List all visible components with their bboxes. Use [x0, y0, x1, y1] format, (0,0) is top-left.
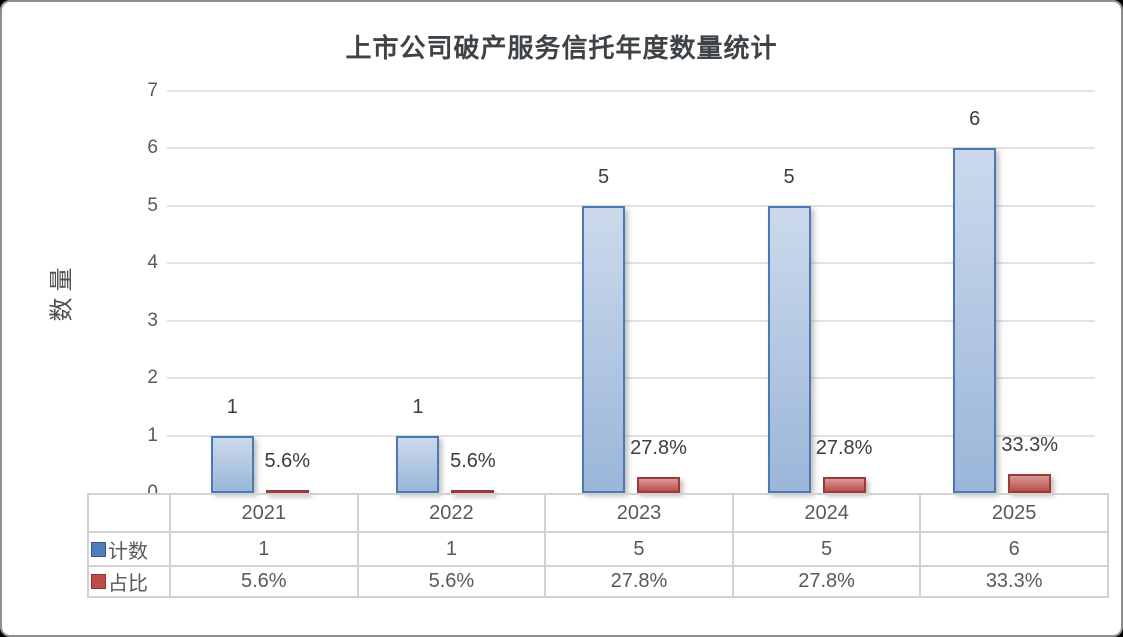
table-header-cell-2023: 2023	[544, 493, 734, 533]
table-series-row-占比: 占比 5.6% 5.6% 27.8% 27.8% 33.3%	[87, 565, 1109, 598]
y-gridline-5	[167, 204, 1095, 207]
bar-count-label-2022: 1	[412, 395, 424, 418]
table-cell-计数-2024: 5	[731, 531, 922, 567]
table-header-cell-2025: 2025	[919, 493, 1109, 533]
bar-percent-2024	[822, 477, 866, 493]
y-tick-label-5: 5	[147, 194, 158, 216]
table-cell-计数-2025: 6	[919, 531, 1109, 567]
y-gridline-7	[167, 90, 1095, 92]
legend-inner: 占比	[90, 568, 168, 595]
bar-count-2021	[210, 435, 254, 493]
table-cell-占比-2023: 27.8%	[544, 565, 734, 598]
table-header-cell-2022: 2022	[356, 493, 547, 533]
y-gridline-3	[167, 319, 1095, 322]
legend-swatch-icon	[91, 574, 106, 589]
y-axis-title: 数量	[49, 261, 76, 322]
bar-percent-2022	[451, 489, 495, 494]
chart-title: 上市公司破产服务信托年度数量统计	[345, 34, 778, 63]
y-tick-label-6: 6	[147, 137, 158, 159]
legend-series-name: 占比	[108, 573, 148, 595]
bar-percent-label-2023: 27.8%	[630, 437, 687, 460]
y-tick-label-2: 2	[147, 367, 158, 389]
bar-count-2022	[396, 435, 440, 493]
legend-swatch-icon	[91, 541, 106, 557]
bar-percent-label-2021: 5.6%	[264, 449, 311, 472]
legend-cell-计数: 计数	[87, 531, 171, 567]
data-table: 2021 2022 2023 2024 2025 计数 1 1 5 5 6 占比 5.6% 5.6% 27.…	[87, 493, 1109, 598]
bar-percent-2021	[265, 489, 309, 494]
legend-cell-占比: 占比	[87, 565, 171, 598]
y-gridline-4	[167, 262, 1095, 265]
y-gridline-6	[167, 147, 1095, 150]
table-header-cell-2024: 2024	[731, 493, 922, 533]
y-tick-label-7: 7	[147, 80, 158, 101]
bar-count-2024	[767, 205, 811, 493]
table-cell-计数-2022: 1	[356, 531, 547, 567]
table-cell-占比-2021: 5.6%	[169, 565, 359, 598]
table-ghost-cell	[87, 493, 171, 533]
y-tick-label-3: 3	[147, 309, 158, 331]
bar-percent-2025	[1008, 473, 1052, 493]
bar-count-label-2024: 5	[783, 165, 795, 188]
y-gridline-2	[167, 377, 1095, 380]
bar-count-label-2025: 6	[969, 108, 981, 131]
bar-count-label-2021: 1	[226, 395, 238, 418]
table-cell-占比-2024: 27.8%	[731, 565, 922, 598]
table-cell-占比-2022: 5.6%	[356, 565, 547, 598]
bar-count-label-2023: 5	[597, 165, 610, 188]
legend-inner: 计数	[90, 535, 168, 564]
bar-percent-label-2025: 33.3%	[1001, 433, 1059, 456]
table-cell-计数-2021: 1	[169, 531, 359, 567]
bar-percent-label-2022: 5.6%	[450, 449, 496, 472]
legend-series-name: 计数	[108, 540, 148, 563]
bar-percent-label-2024: 27.8%	[815, 437, 873, 460]
table-cell-占比-2025: 33.3%	[919, 565, 1109, 598]
bar-percent-2023	[637, 477, 680, 493]
bar-count-2023	[582, 205, 625, 493]
y-tick-label-1: 1	[147, 424, 158, 446]
table-header-row: 2021 2022 2023 2024 2025	[87, 493, 1109, 533]
y-tick-label-0: 0	[147, 482, 158, 503]
table-header-cell-2021: 2021	[169, 493, 359, 533]
y-tick-label-4: 4	[147, 252, 158, 274]
table-series-row-计数: 计数 1 1 5 5 6	[87, 531, 1109, 567]
table-cell-计数-2023: 5	[544, 531, 734, 567]
bar-count-2025	[953, 148, 997, 493]
y-gridline-1	[167, 434, 1095, 437]
